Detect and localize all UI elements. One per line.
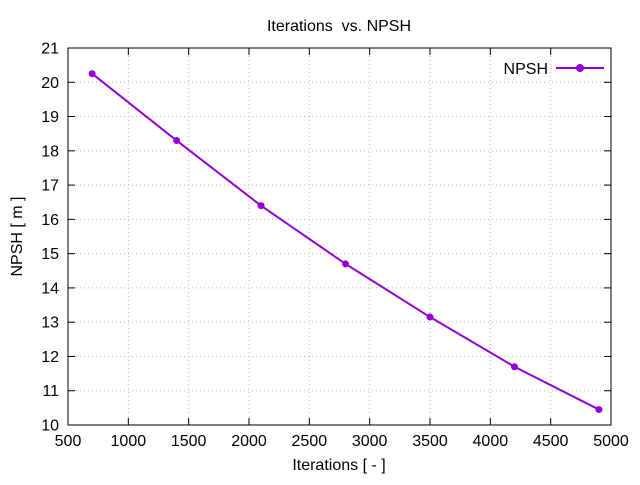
gridlines (68, 48, 611, 425)
legend: NPSH (504, 61, 604, 78)
y-axis-label: NPSH [ m ] (9, 196, 26, 276)
x-tick-label: 4000 (473, 433, 509, 450)
y-tick-label: 14 (41, 280, 59, 297)
y-tick-label: 12 (41, 349, 59, 366)
series-line (91, 72, 600, 411)
x-tick-label: 500 (55, 433, 82, 450)
data-point-marker (426, 313, 434, 321)
y-tick-label: 20 (41, 75, 59, 92)
x-tick-label: 2500 (292, 433, 328, 450)
data-point-marker (342, 260, 350, 268)
x-tick-label: 3500 (412, 433, 448, 450)
y-tick-label: 19 (41, 109, 59, 126)
y-tick-label: 18 (41, 143, 59, 160)
axis-ticks (67, 47, 612, 426)
y-tick-label: 21 (41, 41, 59, 58)
y-tick-label: 17 (41, 178, 59, 195)
y-tick-label: 16 (41, 212, 59, 229)
data-point-marker (173, 137, 181, 145)
legend-label: NPSH (504, 61, 548, 78)
data-point-marker (88, 70, 96, 78)
data-series (88, 70, 603, 414)
data-point-marker (257, 202, 265, 210)
y-tick-label: 10 (41, 418, 59, 435)
plot-border (67, 47, 612, 426)
x-tick-label: 1000 (111, 433, 147, 450)
y-tick-labels: 10 11 12 13 14 15 16 17 18 19 20 21 (41, 41, 59, 435)
y-tick-label: 13 (41, 315, 59, 332)
x-tick-label: 2000 (231, 433, 267, 450)
data-point-marker (510, 363, 518, 371)
x-tick-label: 5000 (593, 433, 629, 450)
y-tick-label: 15 (41, 246, 59, 263)
y-tick-label: 11 (42, 383, 59, 400)
x-axis-label: Iterations [ - ] (292, 457, 385, 474)
chart-title: Iterations vs. NPSH (267, 18, 411, 35)
data-point-marker (595, 406, 603, 414)
x-tick-labels: 500 1000 1500 2000 2500 3000 3500 4000 4500 5000 (55, 433, 629, 450)
x-tick-label: 1500 (171, 433, 207, 450)
x-tick-label: 4500 (533, 433, 569, 450)
x-tick-label: 3000 (352, 433, 388, 450)
legend-marker-icon (576, 64, 584, 72)
